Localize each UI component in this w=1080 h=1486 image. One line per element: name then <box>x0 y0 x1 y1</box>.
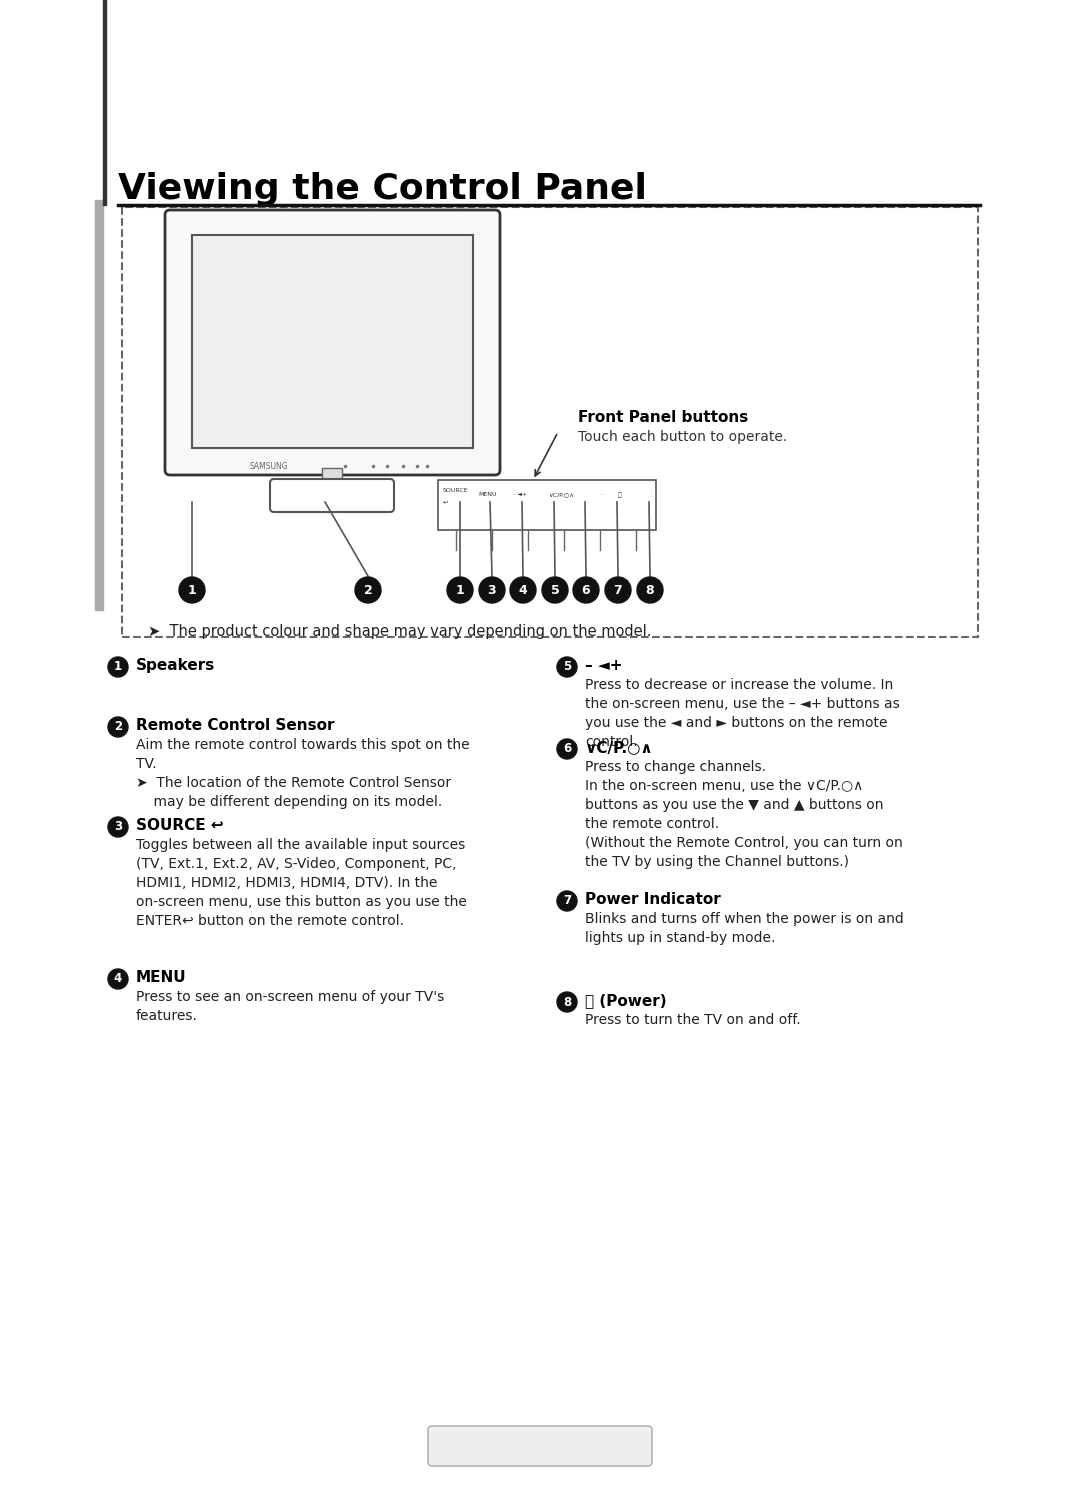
Circle shape <box>447 577 473 603</box>
Text: 8: 8 <box>646 584 654 596</box>
Circle shape <box>510 577 536 603</box>
Text: 5: 5 <box>563 660 571 673</box>
Text: 7: 7 <box>563 895 571 908</box>
Bar <box>103 0 106 205</box>
Text: Front Panel buttons: Front Panel buttons <box>578 410 748 425</box>
Bar <box>438 480 656 531</box>
Circle shape <box>108 817 129 837</box>
Circle shape <box>637 577 663 603</box>
Text: MENU: MENU <box>478 492 497 496</box>
Circle shape <box>557 657 577 678</box>
Text: Press to change channels.
In the on-screen menu, use the ∨C/P.○∧
buttons as you : Press to change channels. In the on-scre… <box>585 759 903 869</box>
Text: 3: 3 <box>488 584 497 596</box>
Text: 4: 4 <box>113 972 122 985</box>
Text: 3: 3 <box>113 820 122 834</box>
Text: – ◄+: – ◄+ <box>585 658 622 673</box>
Text: ∨C/P.○∧: ∨C/P.○∧ <box>548 492 573 496</box>
Text: 4: 4 <box>518 584 527 596</box>
Text: 5: 5 <box>551 584 559 596</box>
Bar <box>192 235 473 447</box>
Text: Speakers: Speakers <box>136 658 215 673</box>
Text: Aim the remote control towards this spot on the
TV.
➤  The location of the Remot: Aim the remote control towards this spot… <box>136 739 470 808</box>
Text: ∨C/P.○∧: ∨C/P.○∧ <box>585 740 653 755</box>
Text: 6: 6 <box>582 584 591 596</box>
Text: Press to turn the TV on and off.: Press to turn the TV on and off. <box>585 1013 800 1027</box>
Text: English - 4: English - 4 <box>500 1450 580 1467</box>
Text: 2: 2 <box>113 721 122 734</box>
Text: Press to see an on-screen menu of your TV's
features.: Press to see an on-screen menu of your T… <box>136 990 444 1022</box>
Text: Power Indicator: Power Indicator <box>585 892 720 906</box>
Text: ⏻: ⏻ <box>618 492 622 498</box>
Bar <box>95 201 103 609</box>
Text: 1: 1 <box>113 660 122 673</box>
Text: 2: 2 <box>364 584 373 596</box>
Circle shape <box>179 577 205 603</box>
Text: 1: 1 <box>188 584 197 596</box>
Text: 1: 1 <box>456 584 464 596</box>
Text: Remote Control Sensor: Remote Control Sensor <box>136 718 335 733</box>
Circle shape <box>108 969 129 990</box>
Circle shape <box>480 577 505 603</box>
FancyBboxPatch shape <box>165 210 500 476</box>
Text: ↩: ↩ <box>443 499 448 504</box>
Text: 8: 8 <box>563 996 571 1009</box>
Text: SAMSUNG: SAMSUNG <box>249 462 288 471</box>
Text: Viewing the Control Panel: Viewing the Control Panel <box>118 172 647 207</box>
Text: Blinks and turns off when the power is on and
lights up in stand-by mode.: Blinks and turns off when the power is o… <box>585 912 904 945</box>
Text: ·: · <box>600 492 602 496</box>
Text: Touch each button to operate.: Touch each button to operate. <box>578 429 787 444</box>
Circle shape <box>557 739 577 759</box>
FancyBboxPatch shape <box>428 1427 652 1467</box>
Text: 6: 6 <box>563 743 571 755</box>
Circle shape <box>542 577 568 603</box>
Bar <box>122 207 978 637</box>
Text: - ◄+: - ◄+ <box>513 492 527 496</box>
Circle shape <box>557 892 577 911</box>
Text: SOURCE ↩: SOURCE ↩ <box>136 817 224 834</box>
Bar <box>322 468 342 481</box>
Circle shape <box>557 993 577 1012</box>
Text: MENU: MENU <box>136 970 187 985</box>
Text: SOURCE: SOURCE <box>443 487 469 493</box>
Text: 7: 7 <box>613 584 622 596</box>
Text: Press to decrease or increase the volume. In
the on-screen menu, use the – ◄+ bu: Press to decrease or increase the volume… <box>585 678 900 749</box>
Circle shape <box>355 577 381 603</box>
Text: Toggles between all the available input sources
(TV, Ext.1, Ext.2, AV, S-Video, : Toggles between all the available input … <box>136 838 467 927</box>
Circle shape <box>573 577 599 603</box>
Circle shape <box>605 577 631 603</box>
Text: ⏻ (Power): ⏻ (Power) <box>585 993 666 1008</box>
FancyBboxPatch shape <box>270 478 394 513</box>
Circle shape <box>108 718 129 737</box>
Text: ➤  The product colour and shape may vary depending on the model.: ➤ The product colour and shape may vary … <box>148 624 651 639</box>
Circle shape <box>108 657 129 678</box>
